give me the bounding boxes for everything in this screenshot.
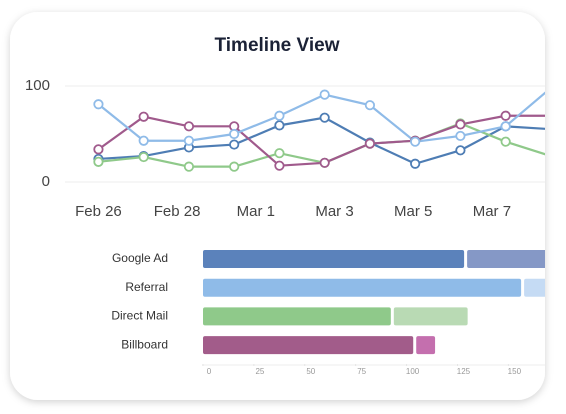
data-point xyxy=(93,156,104,167)
data-point xyxy=(183,121,195,132)
chart-title: Timeline View xyxy=(215,35,340,56)
bar-segment xyxy=(524,278,545,297)
category-label: Billboard xyxy=(121,337,168,351)
x-tick-label: 0 xyxy=(207,367,212,376)
category-label: Referral xyxy=(125,280,168,294)
data-point xyxy=(547,125,555,133)
data-point xyxy=(229,161,240,172)
data-point xyxy=(229,128,240,140)
data-point xyxy=(500,110,511,121)
data-point xyxy=(455,145,466,156)
data-point xyxy=(138,111,149,122)
data-point xyxy=(364,100,376,111)
x-tick-label: 150 xyxy=(508,367,522,376)
data-point xyxy=(274,120,285,131)
data-point xyxy=(547,152,555,160)
data-point xyxy=(364,138,376,149)
category-label: Direct Mail xyxy=(111,309,168,323)
x-tick-label: 75 xyxy=(357,367,366,376)
x-tick-label: 100 xyxy=(406,367,420,376)
data-point xyxy=(274,110,285,121)
x-tick-label: Feb 28 xyxy=(154,203,201,220)
x-tick-label: Mar 5 xyxy=(394,203,432,220)
x-tick-label: 50 xyxy=(306,367,315,376)
data-point xyxy=(319,112,330,123)
data-point xyxy=(93,99,104,110)
y-tick-label: 0 xyxy=(42,173,50,190)
x-tick-label: Mar 7 xyxy=(473,203,511,220)
bar-segment xyxy=(467,250,545,268)
data-point xyxy=(183,161,195,172)
x-tick-label: Mar 3 xyxy=(315,203,353,220)
bar-segment xyxy=(203,307,391,326)
data-point xyxy=(410,136,421,147)
data-point xyxy=(229,139,240,150)
bar-segment xyxy=(203,250,465,268)
x-tick-label: 25 xyxy=(255,367,264,376)
data-point xyxy=(455,119,466,130)
data-point xyxy=(319,157,330,168)
data-point xyxy=(410,158,421,169)
data-point xyxy=(547,112,555,120)
y-tick-label: 100 xyxy=(25,77,50,94)
bar-segment xyxy=(416,336,436,355)
data-point xyxy=(319,89,330,100)
x-tick-label: Mar 1 xyxy=(237,203,275,220)
bar-segment xyxy=(203,278,522,297)
plot: 0 100 Feb 26 Feb 28 Mar 1 Mar 3 Mar 5 Mar 7 0 25 5… xyxy=(25,77,555,376)
card xyxy=(10,12,545,400)
bar-segment xyxy=(203,336,414,355)
data-point xyxy=(93,144,104,155)
data-point xyxy=(138,151,149,163)
data-point xyxy=(183,135,195,146)
data-point xyxy=(274,148,285,159)
x-tick-label: Feb 26 xyxy=(75,203,122,220)
data-point xyxy=(455,130,466,142)
data-point xyxy=(547,84,555,92)
data-point xyxy=(138,135,149,146)
data-point xyxy=(274,160,285,171)
data-point xyxy=(500,121,511,132)
category-label: Google Ad xyxy=(112,251,168,265)
bar-segment xyxy=(393,307,468,326)
data-point xyxy=(500,136,511,147)
x-tick-label: 125 xyxy=(457,367,471,376)
